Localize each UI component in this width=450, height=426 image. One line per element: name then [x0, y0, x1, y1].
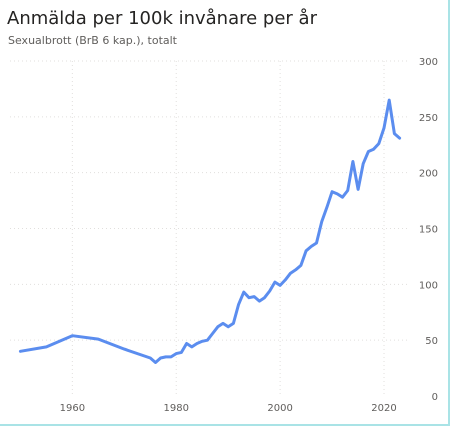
y-tick-label: 50	[425, 336, 438, 347]
x-tick-label: 2000	[267, 403, 292, 414]
x-tick-label: 1980	[164, 403, 189, 414]
chart-subtitle: Sexualbrott (BrB 6 kap.), totalt	[8, 34, 177, 47]
chart-title: Anmälda per 100k invånare per år	[7, 8, 317, 29]
x-tick-label: 1960	[60, 403, 85, 414]
y-tick-label: 300	[419, 57, 438, 68]
y-tick-label: 0	[432, 392, 438, 403]
y-tick-label: 150	[419, 225, 438, 236]
y-tick-label: 250	[419, 113, 438, 124]
x-tick-label: 2020	[371, 403, 396, 414]
y-tick-label: 200	[419, 169, 438, 180]
y-tick-label: 100	[419, 280, 438, 291]
series-line	[18, 98, 402, 364]
